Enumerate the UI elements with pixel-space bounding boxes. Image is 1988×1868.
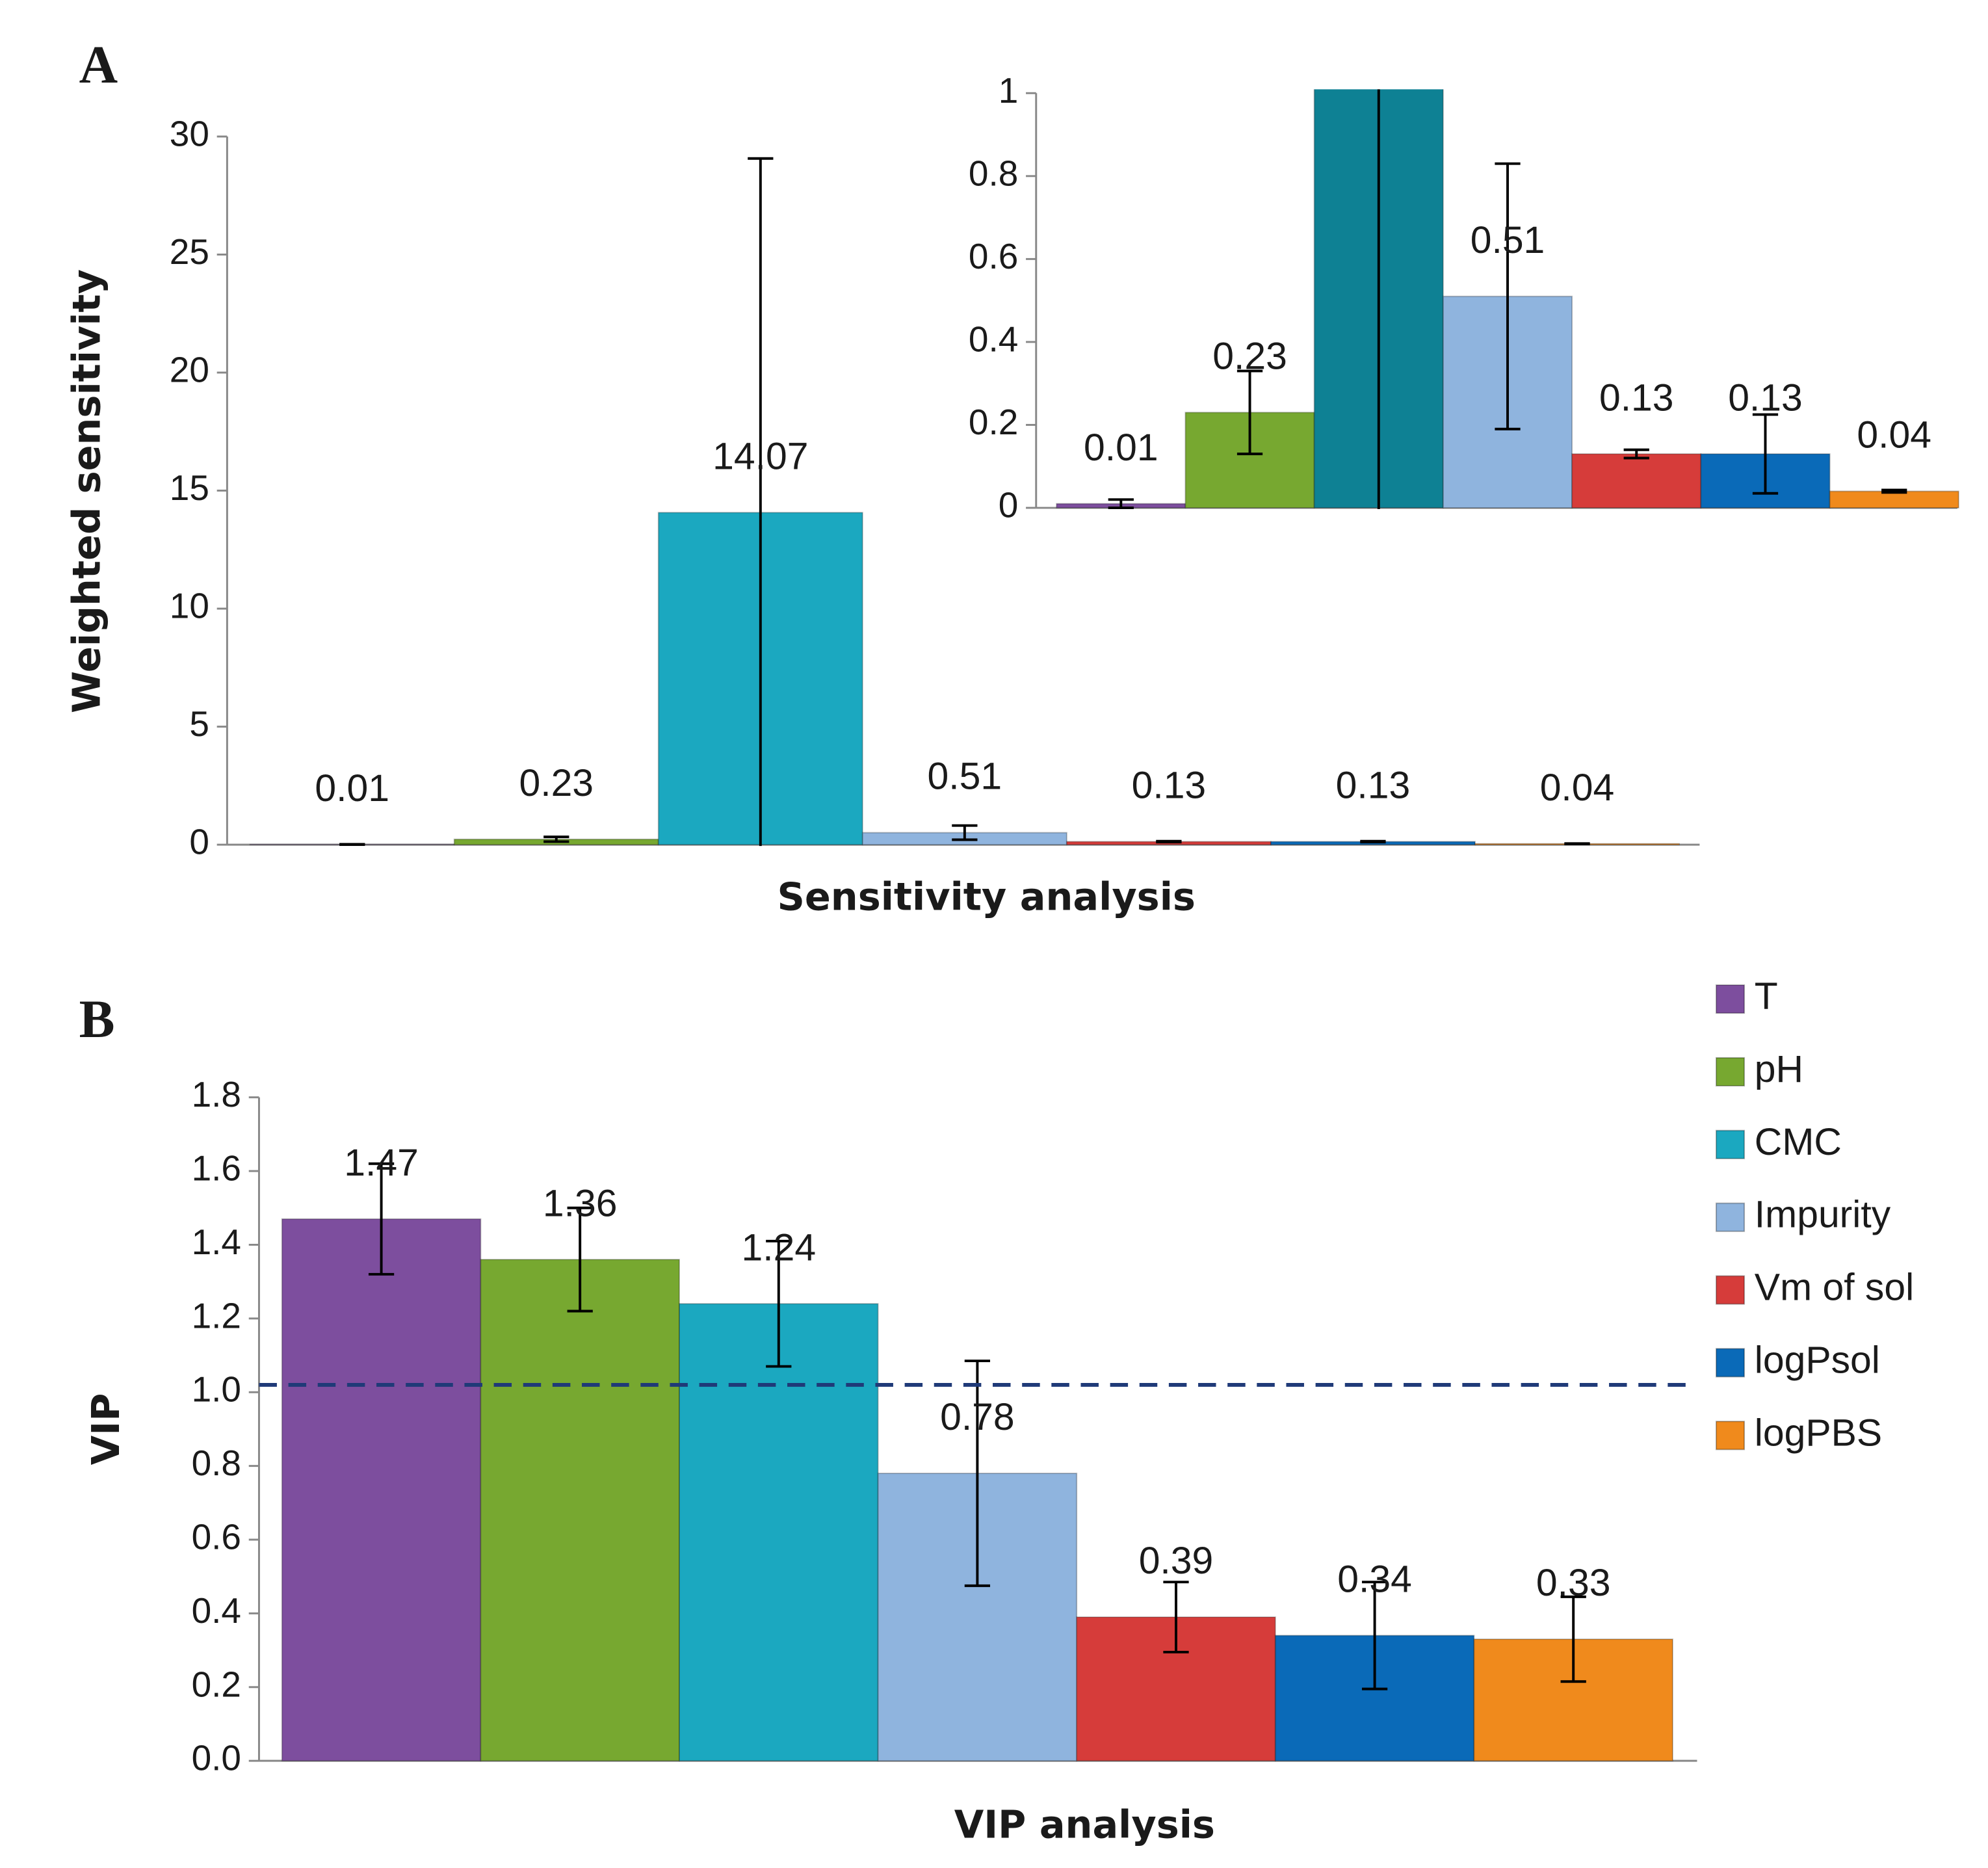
y-axis-title: VIP — [83, 1393, 128, 1466]
value-label: 1.47 — [344, 1142, 419, 1184]
legend-swatch — [1715, 1057, 1746, 1087]
error-bar — [339, 843, 365, 847]
error-bar — [1752, 413, 1779, 495]
plot-area: 0.01 0.23 14.07 0.51 0.13 0.13 0.04 — [249, 157, 1680, 847]
error-bar — [1560, 1595, 1586, 1683]
y-tick-label: 1.6 — [192, 1148, 241, 1189]
error-bar — [1564, 842, 1590, 846]
value-label: 0.33 — [1536, 1562, 1611, 1604]
y-tick-label: 0.2 — [969, 402, 1018, 442]
error-bar — [952, 824, 978, 841]
value-label: 0.51 — [928, 756, 1002, 798]
error-bar — [1108, 498, 1134, 510]
y-tick-label: 1.0 — [192, 1369, 241, 1410]
value-label: 1.24 — [741, 1226, 816, 1269]
y-tick-label: 25 — [170, 231, 209, 272]
y-tick-label: 20 — [170, 350, 209, 390]
error-bar — [766, 1239, 792, 1368]
bar — [281, 1218, 482, 1762]
value-label: 0.04 — [1857, 414, 1931, 456]
y-tick-label: 0.2 — [192, 1664, 241, 1704]
y-tick-label: 15 — [170, 467, 209, 508]
error-bar — [1236, 369, 1263, 456]
error-bar — [748, 157, 774, 847]
value-label: 0.39 — [1139, 1540, 1214, 1582]
y-tick-label: 30 — [170, 113, 209, 153]
y-tick-label: 10 — [170, 586, 209, 626]
value-label: 0.01 — [315, 767, 389, 809]
y-tick-label: 0.6 — [192, 1517, 241, 1557]
value-label: 14.07 — [713, 435, 808, 477]
value-label: 0.51 — [1471, 219, 1545, 261]
y-tick-label: 0.0 — [192, 1738, 241, 1778]
y-tick-label: 5 — [189, 704, 209, 744]
legend-label: logPsol — [1755, 1339, 1880, 1381]
legend-label: T — [1755, 975, 1778, 1018]
error-bar — [1495, 162, 1521, 430]
x-axis-title: Sensitivity analysis — [777, 875, 1195, 919]
y-tick-label: 0 — [999, 485, 1019, 525]
error-bar — [543, 835, 569, 843]
error-bar — [567, 1206, 593, 1313]
legend-label: pH — [1755, 1048, 1803, 1090]
legend-swatch — [1715, 984, 1746, 1014]
value-label: 0.23 — [519, 762, 594, 804]
legend-swatch — [1715, 1348, 1746, 1378]
error-bar — [1163, 1581, 1189, 1653]
value-label: 0.78 — [940, 1396, 1015, 1438]
error-bar — [1360, 839, 1386, 844]
value-label: 0.13 — [1132, 765, 1207, 807]
panel-label: A — [79, 35, 118, 94]
error-bar — [368, 1162, 395, 1276]
legend-label: CMC — [1755, 1121, 1842, 1163]
value-label: 0.23 — [1212, 335, 1287, 377]
y-tick-label: 0.8 — [969, 153, 1018, 193]
legend-swatch — [1715, 1275, 1746, 1305]
panel-label: B — [79, 990, 115, 1049]
x-axis-title: VIP analysis — [954, 1802, 1215, 1847]
legend-label: Vm of sol — [1755, 1267, 1914, 1309]
y-tick-label: 1.2 — [192, 1295, 241, 1335]
bar — [1571, 453, 1702, 509]
y-tick-label: 1.8 — [192, 1074, 241, 1114]
value-label: 1.36 — [543, 1182, 618, 1224]
bar — [1829, 490, 1959, 509]
bar — [480, 1259, 680, 1762]
value-label: 0.04 — [1540, 767, 1615, 809]
bar — [678, 1303, 879, 1762]
error-bar — [1881, 488, 1907, 494]
legend-swatch — [1715, 1421, 1746, 1451]
y-tick-label: 1.4 — [192, 1222, 241, 1262]
value-label: 0.13 — [1599, 376, 1674, 419]
y-tick-label: 0.8 — [192, 1443, 241, 1483]
value-label: 0.13 — [1336, 765, 1411, 807]
y-axis-title: Weighted sensitivity — [64, 269, 109, 713]
legend-swatch — [1715, 1129, 1746, 1159]
error-bar — [1156, 839, 1182, 844]
value-label: 0.13 — [1728, 376, 1803, 419]
value-label: 0.34 — [1337, 1559, 1412, 1601]
y-tick-label: 0 — [189, 822, 209, 862]
y-tick-label: 0.6 — [969, 236, 1018, 276]
plot-area: 1.47 1.36 1.24 0.78 0.39 0.34 0.33 — [281, 1142, 1673, 1762]
legend-swatch — [1715, 1202, 1746, 1232]
y-tick-label: 0.4 — [192, 1590, 241, 1631]
legend-label: Impurity — [1755, 1194, 1891, 1236]
error-bar — [1623, 448, 1649, 460]
error-bar — [964, 1360, 991, 1587]
error-bar — [1361, 1581, 1388, 1690]
value-label: 0.01 — [1084, 427, 1158, 469]
legend-label: logPBS — [1755, 1412, 1882, 1454]
y-tick-label: 0.4 — [969, 319, 1018, 359]
y-tick-label: 1 — [999, 70, 1019, 111]
